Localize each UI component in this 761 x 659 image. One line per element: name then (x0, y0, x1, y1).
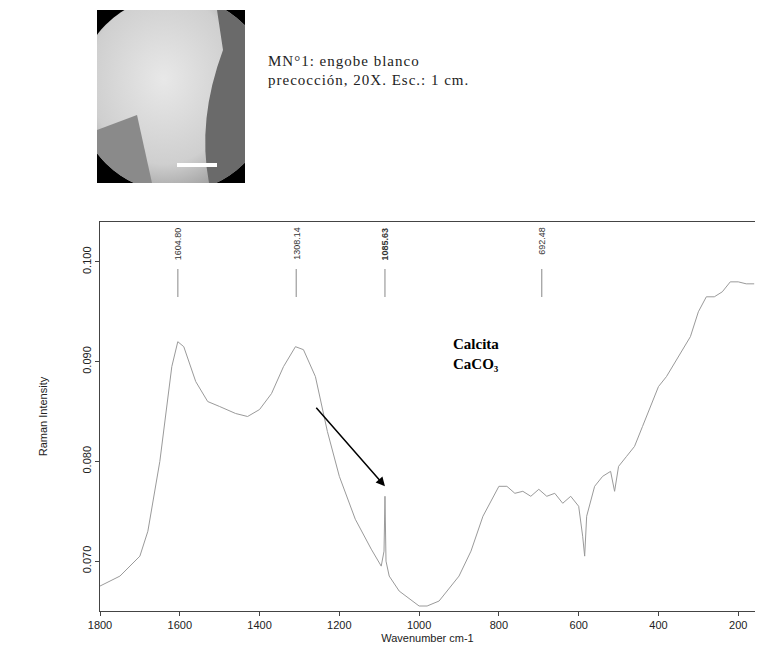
svg-text:Raman Intensity: Raman Intensity (37, 376, 49, 456)
svg-text:600: 600 (570, 619, 588, 631)
svg-text:1085.63: 1085.63 (380, 228, 390, 261)
svg-text:CalcitaCaCO₃: CalcitaCaCO₃ (453, 336, 499, 372)
svg-text:1800: 1800 (88, 619, 112, 631)
html-text:MN°1: engobe blanco: MN°1: engobe blanco (268, 53, 420, 69)
svg-text:1600: 1600 (168, 619, 192, 631)
svg-text:800: 800 (490, 619, 508, 631)
svg-text:1200: 1200 (327, 619, 351, 631)
svg-text:200: 200 (729, 619, 747, 631)
svg-text:0.090: 0.090 (81, 346, 93, 374)
svg-text:0.100: 0.100 (81, 246, 93, 274)
svg-text:1604.80: 1604.80 (173, 228, 183, 261)
svg-text:1000: 1000 (407, 619, 431, 631)
svg-text:1400: 1400 (247, 619, 271, 631)
svg-text:0.070: 0.070 (81, 546, 93, 574)
svg-text:400: 400 (649, 619, 667, 631)
html-text:precocción, 20X. Esc.: 1 cm.: precocción, 20X. Esc.: 1 cm. (268, 72, 470, 88)
svg-text:0.080: 0.080 (81, 446, 93, 474)
svg-text:692.48: 692.48 (537, 227, 547, 255)
svg-text:Wavenumber cm-1: Wavenumber cm-1 (381, 632, 474, 644)
svg-text:1308.14: 1308.14 (292, 227, 302, 260)
